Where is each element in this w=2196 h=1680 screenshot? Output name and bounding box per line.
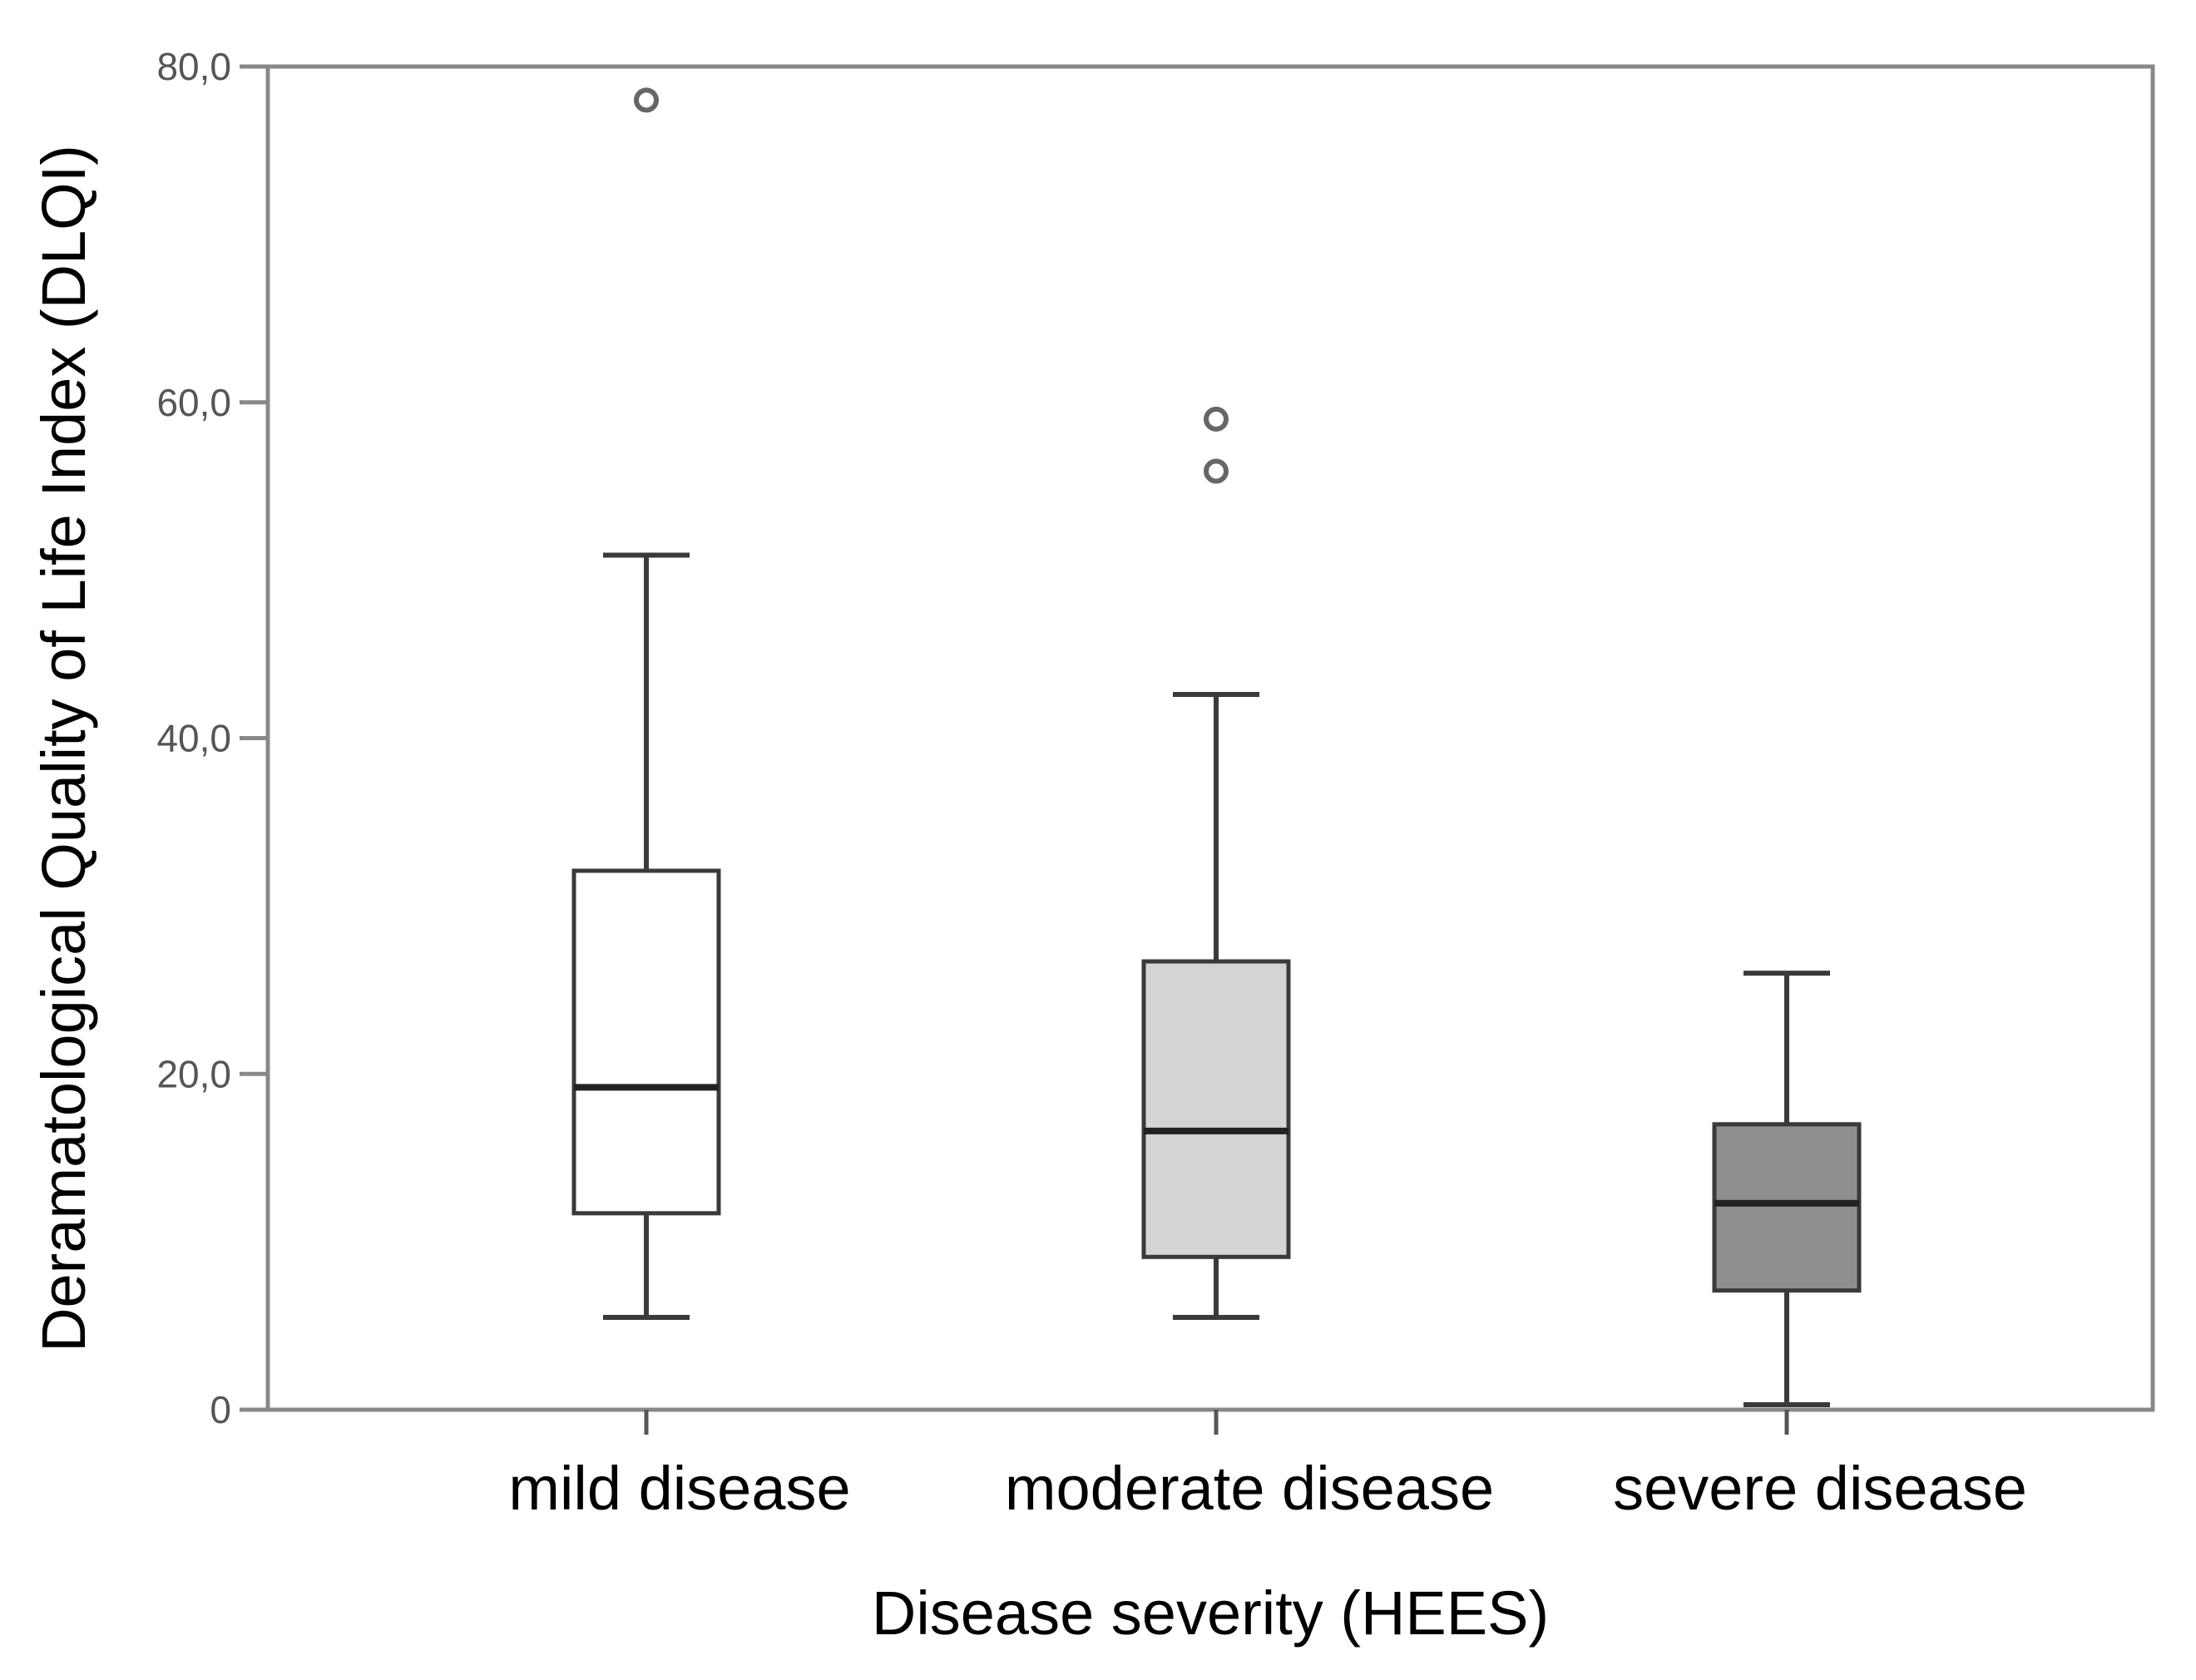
- x-tick-label: severe disease: [1613, 1454, 2027, 1523]
- outlier-point: [1204, 458, 1229, 484]
- y-tick-label: 20,0: [156, 1052, 231, 1095]
- x-tick-label: moderate disease: [1005, 1454, 1494, 1523]
- y-tick-label: 0: [210, 1388, 231, 1431]
- box-1: [571, 87, 721, 1320]
- iqr-box: [1141, 959, 1291, 1259]
- box-2: [1141, 406, 1291, 1320]
- x-tick-label: mild disease: [508, 1454, 850, 1523]
- box-3: [1712, 971, 1862, 1407]
- iqr-box: [571, 868, 721, 1216]
- y-axis: 0 20,0 40,0 60,0 80,0: [156, 45, 268, 1431]
- x-axis: mild disease moderate disease severe disea…: [508, 1410, 2027, 1523]
- iqr-box: [1712, 1122, 1862, 1293]
- outlier-point: [634, 87, 659, 113]
- box-series: [571, 87, 1862, 1407]
- outlier-point: [1204, 406, 1229, 432]
- y-tick-label: 80,0: [156, 45, 231, 88]
- y-tick-label: 40,0: [156, 717, 231, 760]
- y-tick-label: 60,0: [156, 381, 231, 424]
- x-axis-title: Disease severity (HEES): [872, 1579, 1549, 1648]
- y-axis-title: Deramatological Quality of Life Index (D…: [29, 145, 98, 1352]
